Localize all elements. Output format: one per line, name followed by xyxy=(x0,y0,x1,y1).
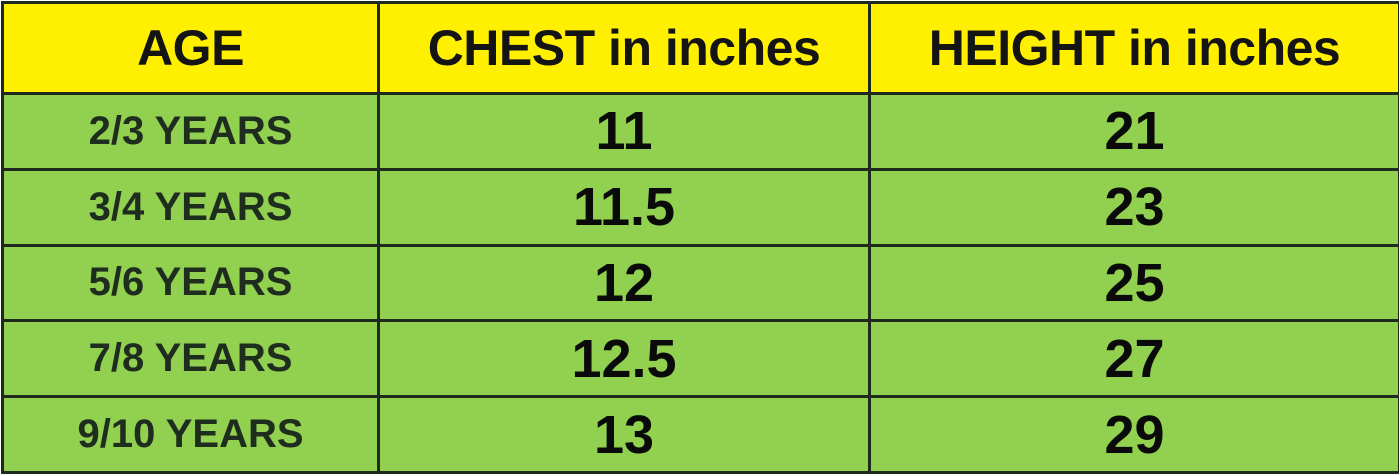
age-cell: 3/4 YEARS xyxy=(3,169,379,245)
value-cell: 11 xyxy=(379,94,870,170)
value-cell: 25 xyxy=(870,245,1399,321)
header-cell: AGE xyxy=(3,3,379,94)
age-cell: 5/6 YEARS xyxy=(3,245,379,321)
value-cell: 27 xyxy=(870,321,1399,397)
value-cell: 12.5 xyxy=(379,321,870,397)
value-cell: 29 xyxy=(870,397,1399,473)
value-cell: 21 xyxy=(870,94,1399,170)
age-cell: 7/8 YEARS xyxy=(3,321,379,397)
value-cell: 23 xyxy=(870,169,1399,245)
age-cell: 2/3 YEARS xyxy=(3,94,379,170)
value-cell: 13 xyxy=(379,397,870,473)
value-cell: 12 xyxy=(379,245,870,321)
header-cell: HEIGHT in inches xyxy=(870,3,1399,94)
value-cell: 11.5 xyxy=(379,169,870,245)
age-cell: 9/10 YEARS xyxy=(3,397,379,473)
header-cell: CHEST in inches xyxy=(379,3,870,94)
